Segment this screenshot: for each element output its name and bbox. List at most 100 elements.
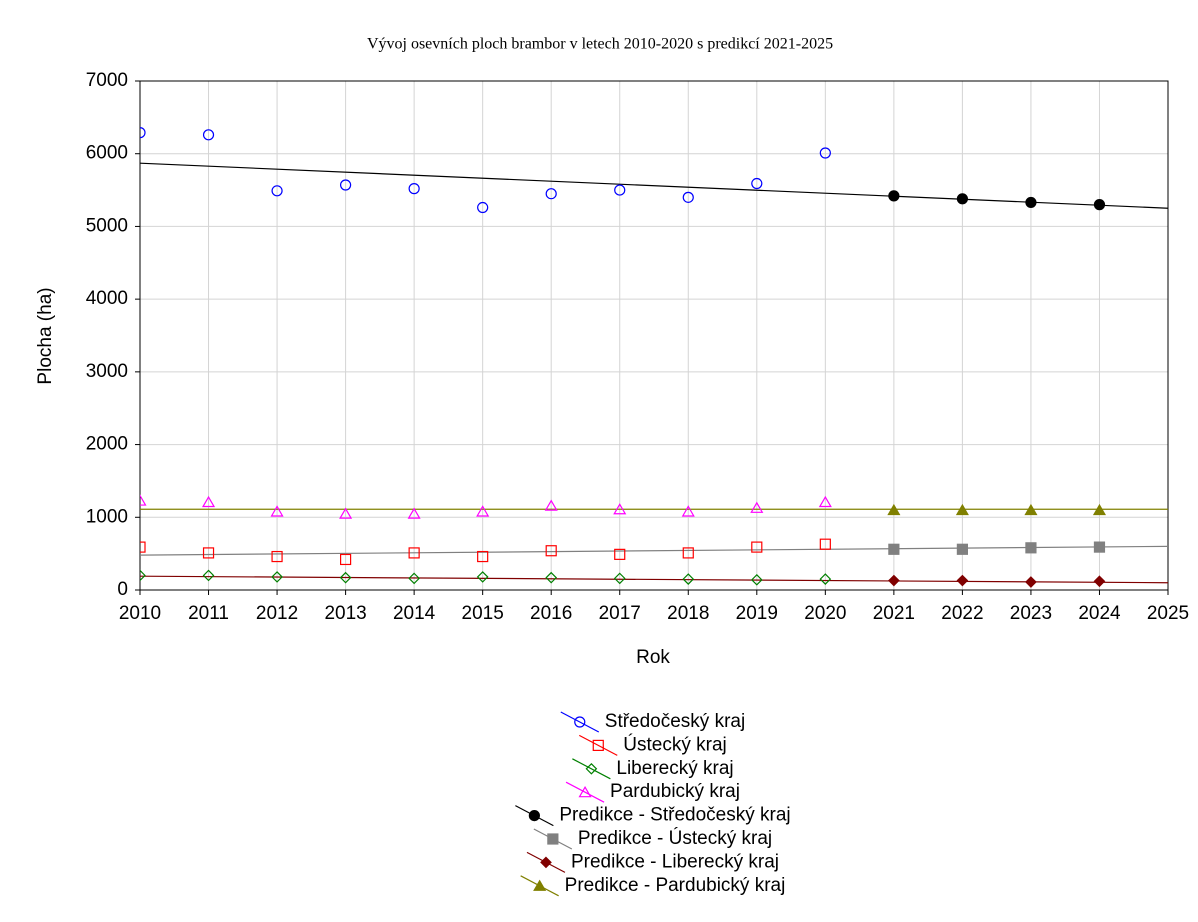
x-tick-label: 2012 bbox=[256, 603, 298, 624]
legend-label: Pardubický kraj bbox=[610, 781, 740, 802]
legend-label: Středočeský kraj bbox=[605, 711, 745, 732]
y-tick-label: 5000 bbox=[86, 215, 128, 236]
point bbox=[202, 569, 215, 582]
legend-item: Středočeský kraj bbox=[560, 711, 745, 733]
x-tick-label: 2024 bbox=[1078, 603, 1121, 624]
x-axis-title: Rok bbox=[636, 647, 670, 668]
legend-line bbox=[560, 711, 600, 733]
point bbox=[547, 833, 559, 845]
point bbox=[682, 573, 695, 585]
point bbox=[585, 762, 598, 775]
point bbox=[956, 193, 969, 205]
point bbox=[751, 177, 763, 190]
x-tick-label: 2020 bbox=[804, 603, 846, 624]
x-tick-label: 2014 bbox=[393, 603, 436, 624]
point bbox=[140, 494, 147, 506]
x-tick-label: 2023 bbox=[1010, 603, 1052, 624]
point bbox=[955, 503, 969, 516]
y-tick-label: 2000 bbox=[86, 434, 128, 455]
legend-label: Predikce - Pardubický kraj bbox=[565, 875, 786, 896]
point bbox=[408, 572, 420, 585]
legend-item: Predikce - Středočeský kraj bbox=[515, 805, 791, 827]
legend-item: Predikce - Liberecký kraj bbox=[526, 851, 779, 873]
point bbox=[140, 541, 146, 553]
y-tick-label: 1000 bbox=[86, 506, 128, 527]
point bbox=[613, 503, 627, 515]
point bbox=[140, 127, 146, 139]
point bbox=[340, 553, 352, 566]
point bbox=[613, 572, 626, 585]
x-tick-label: 2025 bbox=[1147, 603, 1189, 624]
point bbox=[887, 503, 901, 516]
point bbox=[614, 548, 626, 560]
legend-line bbox=[578, 734, 618, 756]
point bbox=[545, 571, 558, 584]
point bbox=[751, 541, 763, 553]
legend-label: Ústecký kraj bbox=[623, 733, 726, 755]
point bbox=[1024, 503, 1038, 516]
point bbox=[1025, 576, 1037, 588]
point bbox=[477, 550, 489, 563]
point bbox=[407, 507, 421, 519]
legend-label: Predikce - Liberecký kraj bbox=[571, 851, 779, 872]
legend-item: Pardubický kraj bbox=[565, 781, 740, 803]
point bbox=[750, 573, 763, 586]
legend-item: Predikce - Ústecký kraj bbox=[533, 827, 772, 850]
point bbox=[1092, 503, 1107, 516]
point bbox=[574, 716, 586, 728]
point bbox=[1093, 199, 1106, 211]
point bbox=[271, 571, 283, 583]
point bbox=[578, 786, 592, 798]
point bbox=[819, 538, 831, 550]
point bbox=[201, 495, 216, 508]
x-tick-label: 2019 bbox=[736, 603, 778, 624]
point bbox=[819, 573, 832, 585]
point bbox=[888, 574, 900, 587]
point bbox=[339, 571, 352, 584]
x-tick-label: 2013 bbox=[324, 603, 366, 624]
point bbox=[476, 571, 489, 583]
point bbox=[1025, 542, 1037, 554]
x-tick-label: 2021 bbox=[873, 603, 915, 624]
trend-line bbox=[140, 162, 1168, 209]
point bbox=[888, 190, 900, 202]
trend-line bbox=[140, 575, 1168, 584]
chart-title: Vývoj osevních ploch brambor v letech 20… bbox=[367, 36, 833, 53]
point bbox=[476, 505, 490, 517]
point bbox=[540, 856, 552, 869]
y-tick-label: 3000 bbox=[86, 361, 128, 382]
point bbox=[339, 507, 353, 519]
y-tick-label: 7000 bbox=[86, 70, 128, 91]
point bbox=[545, 545, 557, 557]
point bbox=[818, 495, 832, 508]
legend-label: Liberecký kraj bbox=[616, 758, 733, 779]
point bbox=[682, 191, 694, 203]
point bbox=[202, 547, 215, 559]
point bbox=[271, 185, 283, 197]
x-tick-label: 2016 bbox=[530, 603, 572, 624]
x-tick-label: 2011 bbox=[188, 603, 229, 624]
point bbox=[750, 501, 764, 513]
point bbox=[682, 547, 694, 559]
point bbox=[888, 543, 900, 555]
point bbox=[533, 879, 547, 891]
point bbox=[592, 739, 604, 752]
legend-line bbox=[572, 758, 611, 780]
point bbox=[1093, 575, 1106, 588]
x-tick-label: 2022 bbox=[941, 603, 983, 624]
x-tick-label: 2010 bbox=[119, 603, 161, 624]
y-tick-label: 0 bbox=[117, 579, 128, 600]
plot-frame bbox=[139, 80, 1169, 591]
point bbox=[544, 499, 558, 511]
x-tick-label: 2018 bbox=[667, 603, 709, 624]
point bbox=[202, 129, 215, 141]
point bbox=[956, 543, 969, 555]
point bbox=[1093, 541, 1106, 553]
y-tick-label: 6000 bbox=[86, 143, 128, 164]
point bbox=[340, 179, 352, 191]
point bbox=[528, 809, 540, 822]
point bbox=[1025, 196, 1037, 209]
legend-label: Predikce - Středočeský kraj bbox=[559, 805, 790, 826]
point bbox=[408, 183, 420, 195]
